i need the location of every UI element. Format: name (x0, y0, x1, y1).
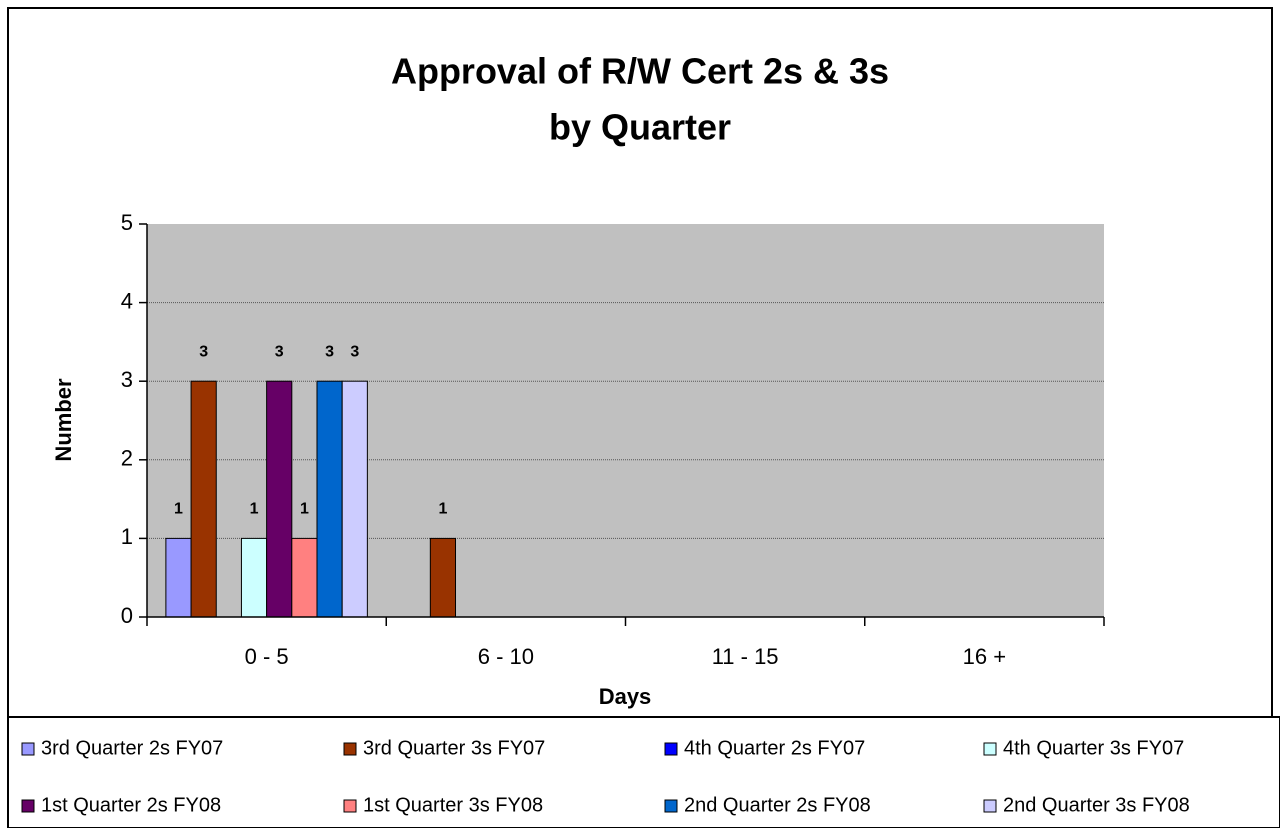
data-label: 3 (275, 343, 284, 360)
legend-box (7, 716, 1280, 828)
legend-swatch (343, 799, 357, 813)
bar (291, 537, 318, 618)
legend-swatch (343, 742, 357, 756)
data-label: 1 (250, 501, 259, 518)
y-tick-label: 4 (121, 288, 133, 313)
legend-swatch (21, 742, 35, 756)
data-label: 3 (199, 343, 208, 360)
legend-label: 3rd Quarter 2s FY07 (41, 737, 223, 759)
bar (190, 380, 217, 618)
y-axis-label: Number (51, 378, 76, 462)
data-label: 3 (325, 343, 334, 360)
data-label: 3 (350, 343, 359, 360)
legend-swatch (664, 742, 678, 756)
bar (341, 380, 368, 618)
y-tick-label: 0 (121, 603, 133, 628)
bar (429, 537, 457, 618)
y-tick-label: 5 (121, 210, 133, 235)
bar (266, 380, 293, 618)
legend-label: 4th Quarter 2s FY07 (684, 737, 865, 759)
bar (240, 537, 268, 618)
x-tick-label: 6 - 10 (478, 644, 534, 669)
bar (316, 380, 343, 618)
legend-label: 4th Quarter 3s FY07 (1003, 737, 1184, 759)
bar (165, 537, 192, 618)
data-label: 1 (438, 501, 447, 518)
y-tick-label: 1 (121, 524, 133, 549)
legend-label: 2nd Quarter 3s FY08 (1003, 794, 1190, 816)
chart-title: Approval of R/W Cert 2s & 3s (391, 51, 889, 92)
y-tick-label: 2 (121, 446, 133, 471)
legend-swatch (983, 799, 997, 813)
legend-label: 1st Quarter 3s FY08 (363, 794, 543, 816)
legend-swatch (983, 742, 997, 756)
data-label: 1 (300, 501, 309, 518)
x-axis-label: Days (599, 684, 652, 709)
legend-label: 1st Quarter 2s FY08 (41, 794, 221, 816)
x-tick-label: 16 + (963, 644, 1006, 669)
chart-subtitle: by Quarter (549, 107, 731, 148)
legend-swatch (21, 799, 35, 813)
legend-swatch (664, 799, 678, 813)
legend-label: 2nd Quarter 2s FY08 (684, 794, 871, 816)
legend-label: 3rd Quarter 3s FY07 (363, 737, 545, 759)
y-tick-label: 3 (121, 367, 133, 392)
x-tick-label: 0 - 5 (245, 644, 289, 669)
x-tick-label: 11 - 15 (712, 644, 779, 669)
data-label: 1 (174, 501, 183, 518)
